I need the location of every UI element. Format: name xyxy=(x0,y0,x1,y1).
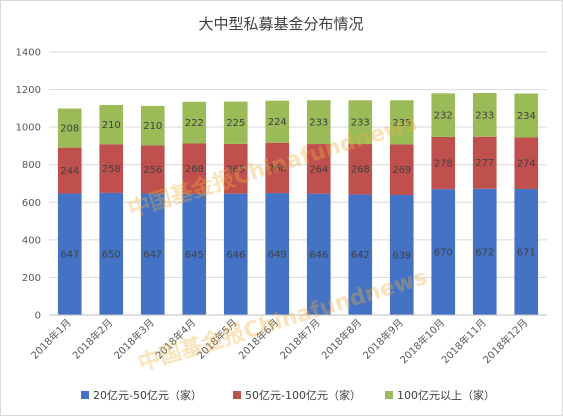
legend: 20亿元-50亿元（家） 50亿元-100亿元（家） 100亿元以上（家） xyxy=(81,388,495,402)
data-label: 233 xyxy=(475,110,494,121)
data-label: 210 xyxy=(143,121,162,132)
bar-segment xyxy=(472,188,497,315)
data-labels: 647 244 208 650 258 210 647 256 210 645 268 222 646 2… xyxy=(60,110,536,261)
bars xyxy=(57,92,539,315)
bar-segment xyxy=(140,145,165,194)
bar-segment xyxy=(514,188,539,315)
y-tick-label: 800 xyxy=(22,160,41,171)
bar-segment xyxy=(431,136,456,190)
bar-segment xyxy=(182,143,207,194)
bar-segment xyxy=(182,101,207,144)
bar-segment xyxy=(306,144,331,194)
gridlines xyxy=(49,51,547,316)
data-label: 258 xyxy=(102,164,121,175)
bar-segment xyxy=(99,144,124,193)
bar-segment xyxy=(389,194,414,315)
x-tick-label: 2018年8月 xyxy=(319,316,365,362)
data-label: 235 xyxy=(392,118,411,129)
data-label: 232 xyxy=(434,111,453,122)
data-label: 277 xyxy=(475,158,494,169)
y-tick-label: 400 xyxy=(22,235,41,246)
bar-segment xyxy=(389,100,414,145)
bar-segment xyxy=(99,104,124,145)
bar-segment xyxy=(306,193,331,315)
data-label: 222 xyxy=(185,118,204,129)
legend-swatch xyxy=(385,391,393,399)
bar-segment xyxy=(472,92,497,137)
bar-segment xyxy=(223,101,248,144)
y-tick-label: 1000 xyxy=(16,123,41,134)
y-tick-label: 0 xyxy=(35,311,41,322)
bar-segment xyxy=(431,93,456,137)
data-label: 672 xyxy=(475,247,494,258)
bar-segment xyxy=(265,100,290,143)
data-label: 278 xyxy=(434,159,453,170)
data-label: 233 xyxy=(351,118,370,129)
data-label: 671 xyxy=(517,247,536,258)
data-label: 268 xyxy=(268,163,287,174)
data-label: 670 xyxy=(434,248,453,259)
data-label: 234 xyxy=(517,111,536,122)
data-label: 649 xyxy=(268,250,287,261)
data-label: 233 xyxy=(309,118,328,129)
data-label: 650 xyxy=(102,249,121,260)
data-label: 210 xyxy=(102,120,121,131)
legend-swatch xyxy=(81,391,89,399)
bar-segment xyxy=(514,93,539,138)
data-label: 208 xyxy=(60,124,79,135)
data-label: 256 xyxy=(143,165,162,176)
x-tick-label: 2018年1月 xyxy=(28,316,74,362)
bar-segment xyxy=(265,193,290,315)
bar-segment xyxy=(182,193,207,315)
legend-label: 100亿元以上（家） xyxy=(397,388,495,402)
bar-segment xyxy=(140,193,165,315)
legend-label: 20亿元-50亿元（家） xyxy=(93,388,202,402)
bar-segment xyxy=(472,136,497,189)
legend-swatch xyxy=(233,391,241,399)
y-tick-label: 1200 xyxy=(16,85,41,96)
bar-segment xyxy=(431,189,456,315)
data-label: 642 xyxy=(351,250,370,261)
data-label: 645 xyxy=(185,250,204,261)
bar-segment xyxy=(265,142,290,194)
data-label: 224 xyxy=(268,117,287,128)
bar-segment xyxy=(223,193,248,315)
chart-title: 大中型私募基金分布情况 xyxy=(198,15,363,33)
data-label: 269 xyxy=(392,165,411,176)
bar-segment xyxy=(140,105,165,146)
y-tick-label: 200 xyxy=(22,273,41,284)
bar-segment xyxy=(57,108,82,148)
legend-label: 50亿元-100亿元（家） xyxy=(245,388,361,402)
bar-segment xyxy=(223,143,248,194)
bar-segment xyxy=(57,193,82,315)
data-label: 646 xyxy=(309,250,328,261)
x-tick-label: 2018年9月 xyxy=(360,316,406,362)
x-tick-label: 2018年12月 xyxy=(480,316,530,366)
data-label: 244 xyxy=(60,166,79,177)
data-label: 274 xyxy=(517,159,536,170)
data-label: 647 xyxy=(60,250,79,261)
bar-segment xyxy=(389,144,414,195)
y-tick-label: 1400 xyxy=(16,48,41,59)
bar-segment xyxy=(306,100,331,145)
bar-segment xyxy=(348,194,373,315)
data-label: 265 xyxy=(226,164,245,175)
bar-segment xyxy=(514,137,539,189)
data-label: 646 xyxy=(226,250,245,261)
data-label: 639 xyxy=(392,250,411,261)
bar-segment xyxy=(99,192,124,315)
data-label: 647 xyxy=(143,250,162,261)
y-tick-label: 600 xyxy=(22,198,41,209)
bar-segment xyxy=(348,144,373,195)
bar-segment xyxy=(348,100,373,145)
data-label: 225 xyxy=(226,118,245,129)
y-axis: 0 200 400 600 800 1000 1200 1400 xyxy=(16,48,41,322)
data-label: 264 xyxy=(309,164,328,175)
data-label: 268 xyxy=(185,164,204,175)
x-tick-label: 2018年2月 xyxy=(70,316,116,362)
bar-segment xyxy=(57,147,82,194)
data-label: 268 xyxy=(351,165,370,176)
